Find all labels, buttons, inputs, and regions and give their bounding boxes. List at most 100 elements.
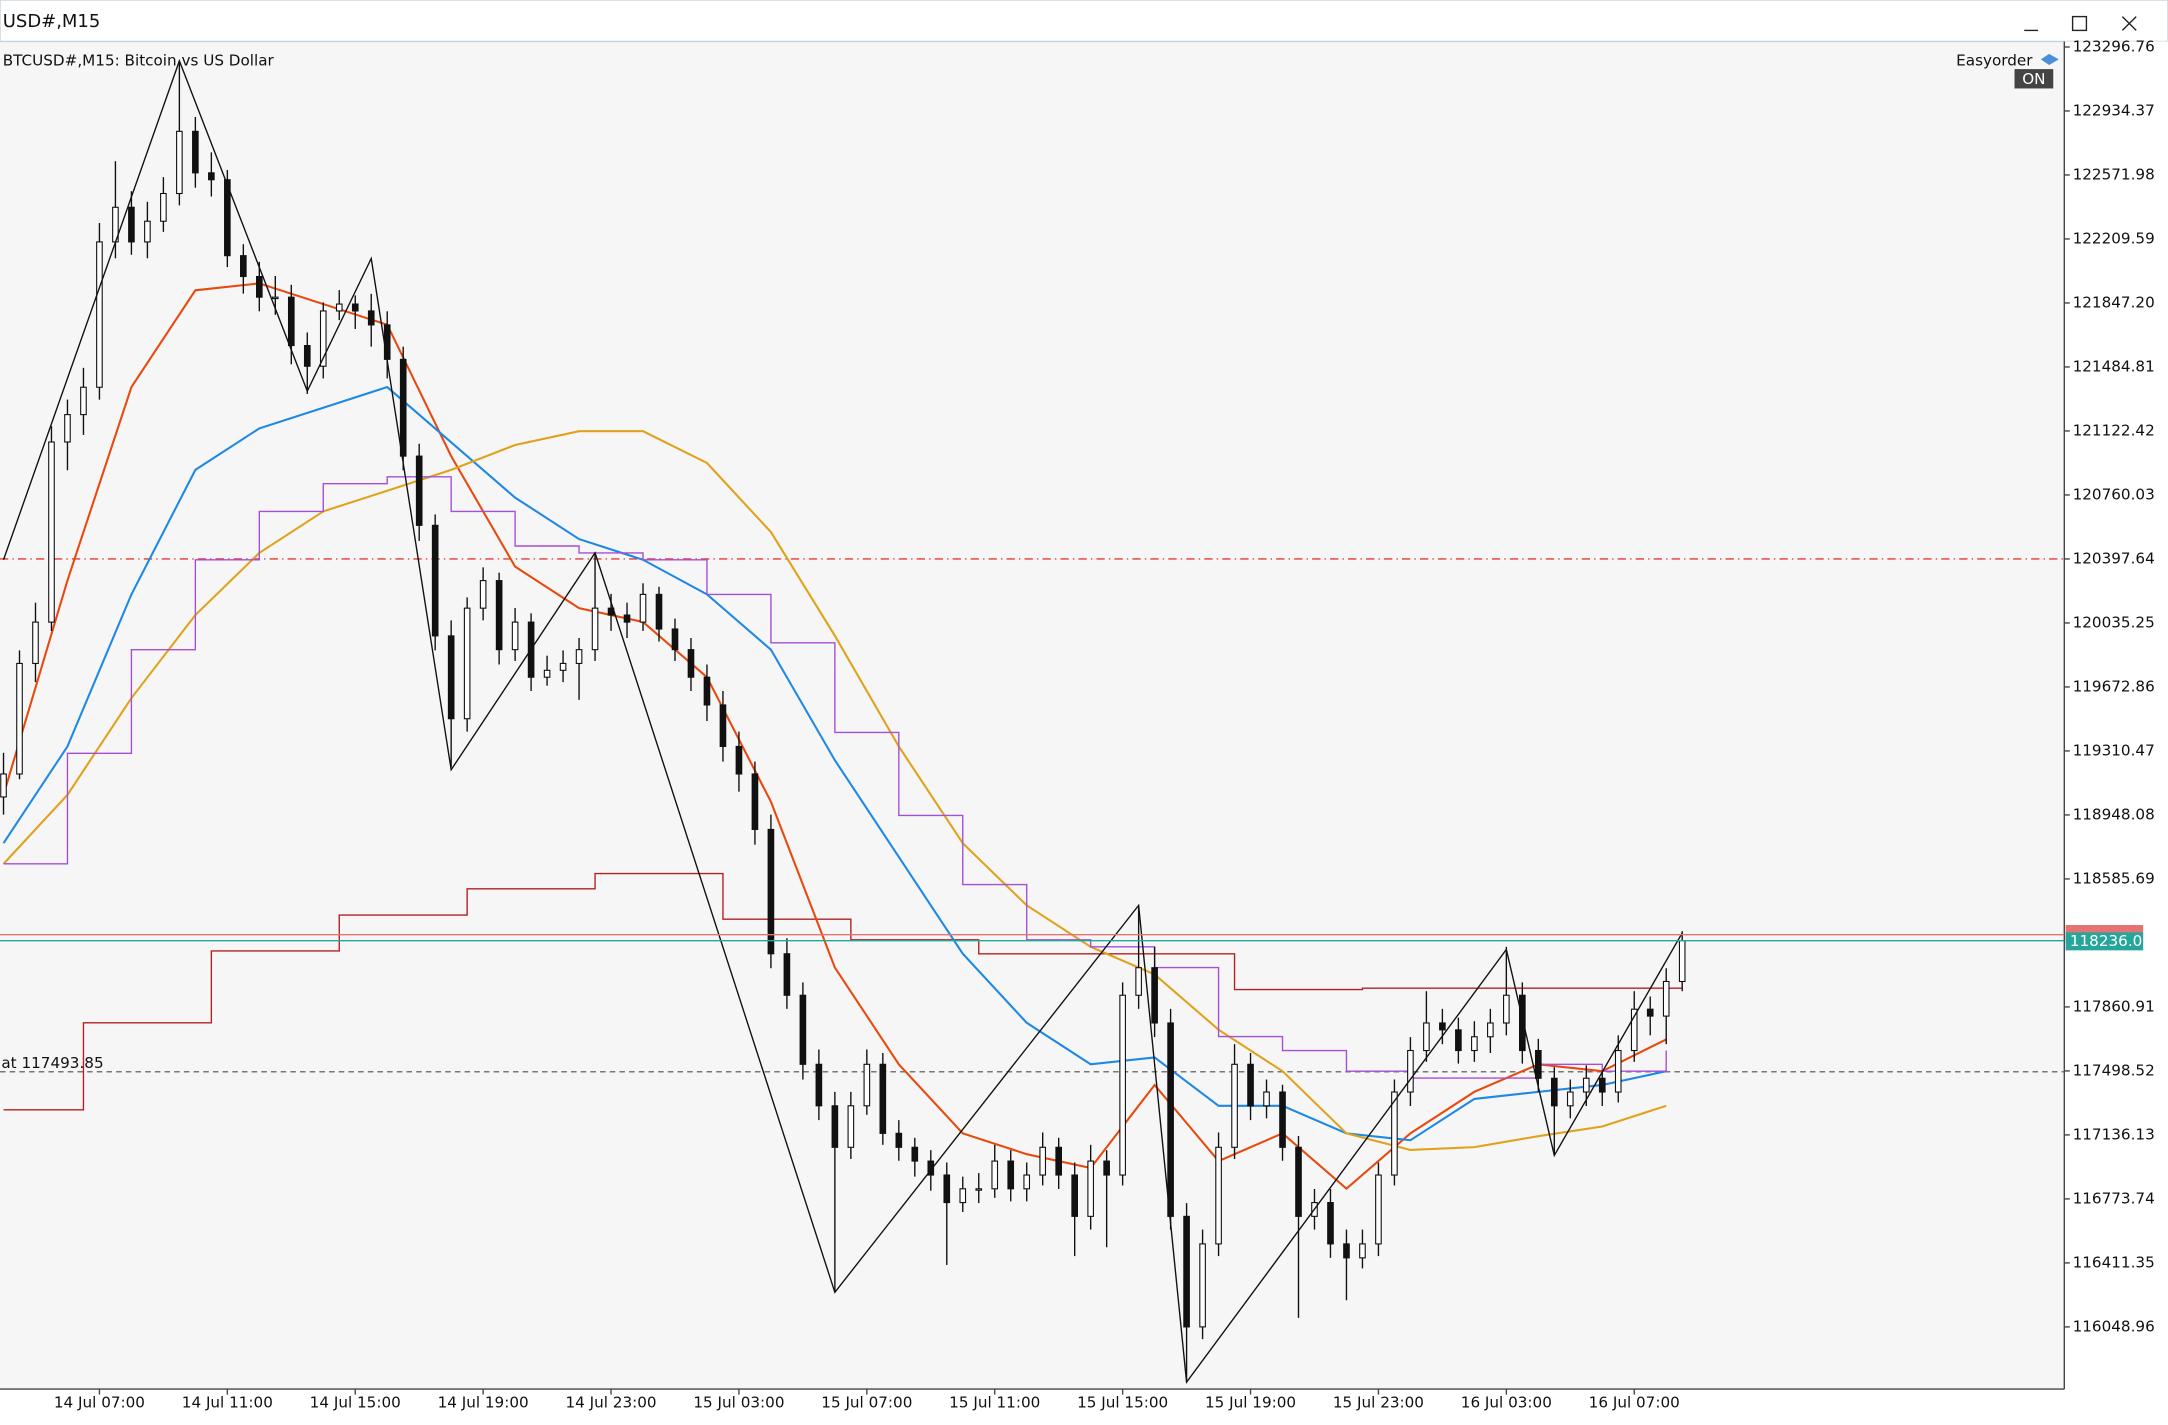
- candle-body: [735, 745, 743, 775]
- indicator-line: [2, 430, 1667, 1151]
- y-tick-label: 122571.98: [2073, 165, 2155, 183]
- y-tick-label: 121122.42: [2073, 421, 2155, 439]
- order-level-label: at 117493.85: [1, 1054, 103, 1072]
- candle-body: [16, 662, 23, 775]
- candle-body: [879, 1063, 887, 1134]
- plot-area: [0, 58, 2065, 1385]
- candle-body: [1630, 1008, 1638, 1052]
- indicator-line: [2, 282, 1667, 1190]
- candle-body: [240, 255, 247, 278]
- candle-body: [128, 206, 135, 243]
- range-steps: [3, 872, 1683, 1111]
- candle-body: [463, 607, 471, 720]
- x-tick-label: 14 Jul 15:00: [310, 1393, 401, 1411]
- y-tick-label: 120035.25: [2073, 613, 2155, 631]
- title-bar: [0, 0, 2168, 43]
- candle-body: [1295, 1146, 1302, 1217]
- candle-body: [1167, 1022, 1174, 1217]
- candle-body: [543, 669, 551, 678]
- candle-body: [1391, 1091, 1398, 1176]
- candle-body: [431, 524, 439, 637]
- candle-body: [144, 220, 151, 243]
- indicator-line: [3, 476, 1667, 1079]
- candle-body: [767, 828, 775, 955]
- x-tick-label: 15 Jul 15:00: [1077, 1393, 1168, 1411]
- candle-body: [1519, 994, 1526, 1052]
- candle-body: [655, 593, 663, 630]
- candle-body: [799, 994, 807, 1065]
- candle-body: [0, 773, 7, 798]
- x-tick-label: 16 Jul 07:00: [1589, 1393, 1680, 1411]
- candle-body: [208, 172, 215, 181]
- candle-body: [671, 628, 679, 651]
- candle-body: [479, 580, 487, 609]
- candle-body: [287, 296, 295, 347]
- candle-body: [96, 241, 103, 388]
- maximize-button[interactable]: [2071, 15, 2088, 32]
- candle-body: [863, 1063, 871, 1107]
- candle-body: [1471, 1036, 1478, 1052]
- easyorder-icon[interactable]: [2040, 53, 2059, 65]
- candle-body: [719, 704, 727, 747]
- x-tick-label: 15 Jul 03:00: [693, 1393, 784, 1411]
- candle-body: [1582, 1077, 1590, 1093]
- candle-body: [303, 345, 311, 367]
- window-title: USD#,M15: [3, 11, 101, 32]
- candle-body: [1087, 1160, 1094, 1217]
- candle-body: [192, 130, 199, 174]
- candle-body: [751, 773, 759, 830]
- candle-body: [1407, 1049, 1414, 1093]
- candle-body: [255, 275, 263, 298]
- candle-body: [335, 303, 343, 312]
- candle-body: [1151, 967, 1158, 1024]
- candle-body: [1119, 994, 1126, 1176]
- candle-body: [1055, 1146, 1063, 1176]
- y-tick-label: 117136.13: [2073, 1125, 2155, 1143]
- candle-body: [1439, 1022, 1446, 1031]
- candle-body: [1598, 1077, 1606, 1093]
- easyorder-toggle[interactable]: [2014, 69, 2054, 89]
- candle-body: [639, 593, 647, 623]
- candle-body: [1487, 1022, 1494, 1038]
- candle-body: [1023, 1174, 1031, 1190]
- candle-body: [224, 179, 231, 257]
- candle-body: [415, 455, 423, 526]
- current-price-label: 118236.05: [2070, 932, 2152, 950]
- candle-body: [1215, 1146, 1222, 1245]
- y-tick-label: 118948.08: [2073, 805, 2155, 823]
- y-tick-label: 116411.35: [2073, 1253, 2155, 1271]
- candle-body: [1614, 1049, 1622, 1093]
- candle-body: [1423, 1022, 1430, 1052]
- candle-body: [383, 324, 391, 360]
- candle-body: [1039, 1146, 1047, 1176]
- close-button[interactable]: [2121, 16, 2137, 31]
- y-tick-label: 117498.52: [2073, 1061, 2155, 1079]
- y-tick-label: 119310.47: [2073, 741, 2155, 759]
- candle-body: [847, 1105, 855, 1148]
- candle-body: [511, 621, 519, 651]
- candle-body: [64, 414, 71, 443]
- y-tick-label: 118585.69: [2073, 869, 2155, 887]
- y-tick-label: 117860.91: [2073, 997, 2155, 1015]
- candle-body: [1503, 994, 1510, 1024]
- candle-body: [1646, 1008, 1654, 1017]
- window-controls[interactable]: [2024, 15, 2137, 32]
- candle-body: [80, 386, 87, 416]
- easyorder-state[interactable]: ON: [2022, 70, 2045, 88]
- candle-body: [959, 1188, 967, 1204]
- y-tick-label: 121847.20: [2073, 293, 2155, 311]
- y-tick-label: 116773.74: [2073, 1189, 2155, 1207]
- candle-body: [48, 441, 55, 623]
- x-tick-label: 14 Jul 19:00: [438, 1393, 529, 1411]
- candle-body: [1678, 940, 1686, 983]
- chart-title: BTCUSD#,M15: Bitcoin vs US Dollar: [3, 51, 275, 69]
- candle-body: [1263, 1091, 1270, 1107]
- candle-body: [271, 296, 279, 300]
- candle-body: [319, 310, 327, 367]
- zigzag: [2, 58, 1683, 1385]
- candle-body: [1455, 1029, 1462, 1052]
- x-tick-label: 16 Jul 03:00: [1461, 1393, 1552, 1411]
- candle-body: [591, 607, 599, 651]
- x-tick-label: 15 Jul 19:00: [1205, 1393, 1296, 1411]
